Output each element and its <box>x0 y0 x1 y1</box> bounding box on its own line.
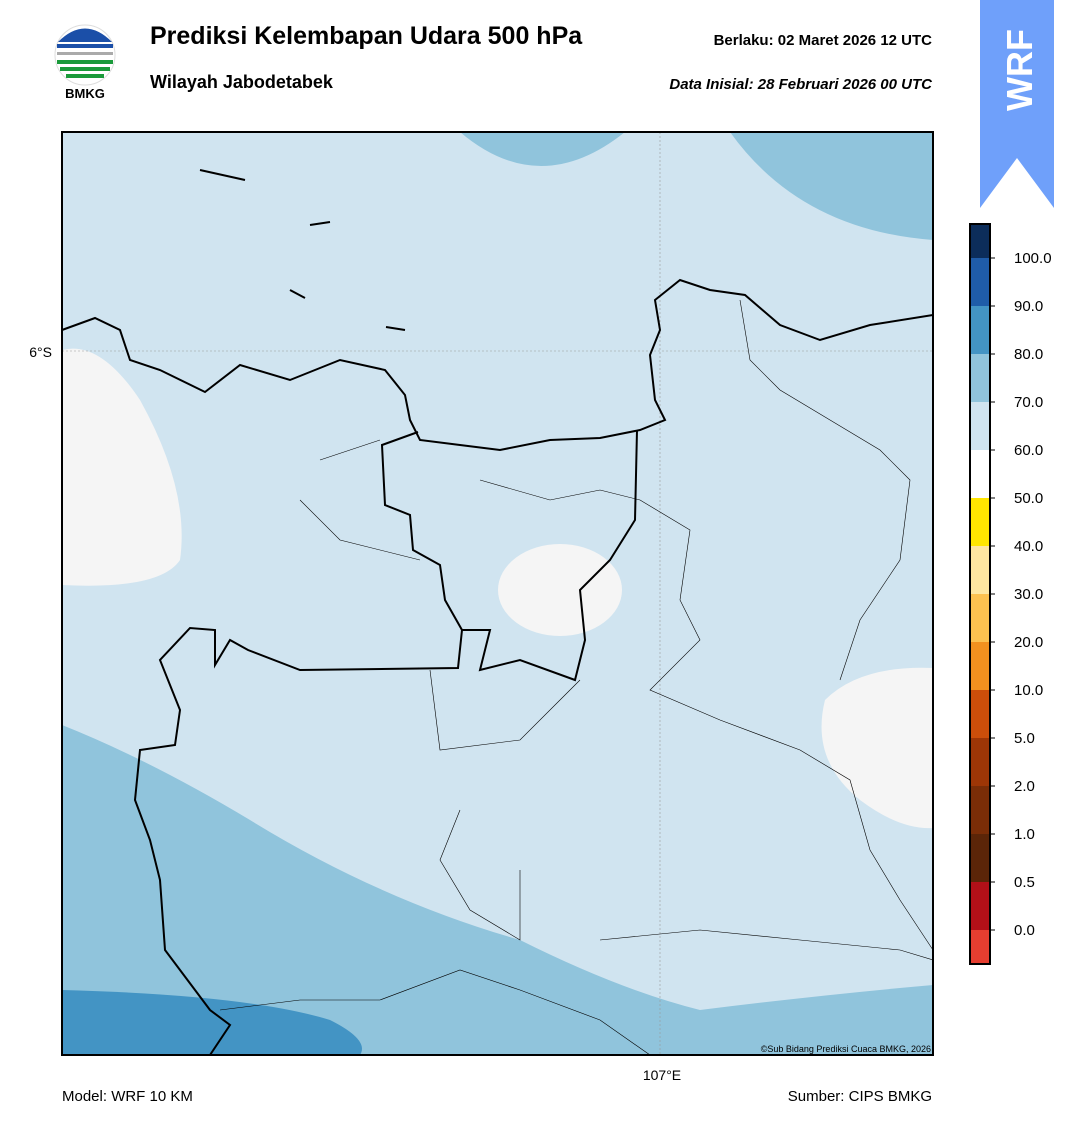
colorbar-segment <box>970 546 990 594</box>
model: Model: WRF 10 KM <box>62 1088 193 1105</box>
map-frame <box>61 131 934 1056</box>
colorbar-segment <box>970 354 990 402</box>
colorbar-segment <box>970 450 990 498</box>
colorbar-segment <box>970 642 990 690</box>
badge-text: WRF <box>999 29 1040 111</box>
colorbar-label: 80.0 <box>1014 346 1043 363</box>
map <box>62 132 933 1055</box>
source: Sumber: CIPS BMKG <box>788 1088 932 1105</box>
colorbar-label: 20.0 <box>1014 634 1043 651</box>
colorbar: 0.0 0.5 1.0 2.0 5.0 10.0 20.0 30.0 40.0 50.0 60.0 7… <box>969 223 1052 965</box>
lon-label: 107°E <box>643 1067 681 1083</box>
colorbar-label: 10.0 <box>1014 682 1043 699</box>
logo: BMKG <box>54 24 116 101</box>
colorbar-label: 50.0 <box>1014 490 1043 507</box>
colorbar-label: 70.0 <box>1014 394 1043 411</box>
colorbar-segment <box>970 882 990 930</box>
colorbar-segment <box>970 834 990 882</box>
colorbar-label: 40.0 <box>1014 538 1043 555</box>
colorbar-label: 1.0 <box>1014 826 1035 843</box>
colorbar-label: 90.0 <box>1014 298 1043 315</box>
colorbar-segment <box>970 930 990 964</box>
init-time: Data Inisial: 28 Februari 2026 00 UTC <box>669 76 933 93</box>
badge <box>980 0 1054 208</box>
lat-label: 6°S <box>29 344 52 360</box>
colorbar-label: 100.0 <box>1014 250 1052 267</box>
colorbar-label: 30.0 <box>1014 586 1043 603</box>
colorbar-label: 0.5 <box>1014 874 1035 891</box>
valid-time: Berlaku: 02 Maret 2026 12 UTC <box>714 32 933 49</box>
logo-text: BMKG <box>65 86 105 101</box>
colorbar-label: 60.0 <box>1014 442 1043 459</box>
colorbar-segment <box>970 224 990 258</box>
credit: ©Sub Bidang Prediksi Cuaca BMKG, 2026 <box>761 1044 931 1054</box>
colorbar-label: 2.0 <box>1014 778 1035 795</box>
colorbar-segment <box>970 786 990 834</box>
colorbar-segment <box>970 690 990 738</box>
colorbar-label: 0.0 <box>1014 922 1035 939</box>
colorbar-segment <box>970 738 990 786</box>
colorbar-segment <box>970 306 990 354</box>
colorbar-segment <box>970 402 990 450</box>
title: Prediksi Kelembapan Udara 500 hPa <box>150 22 583 50</box>
subtitle: Wilayah Jabodetabek <box>150 72 334 92</box>
colorbar-segment <box>970 498 990 546</box>
colorbar-segment <box>970 258 990 306</box>
colorbar-label: 5.0 <box>1014 730 1035 747</box>
colorbar-segment <box>970 594 990 642</box>
